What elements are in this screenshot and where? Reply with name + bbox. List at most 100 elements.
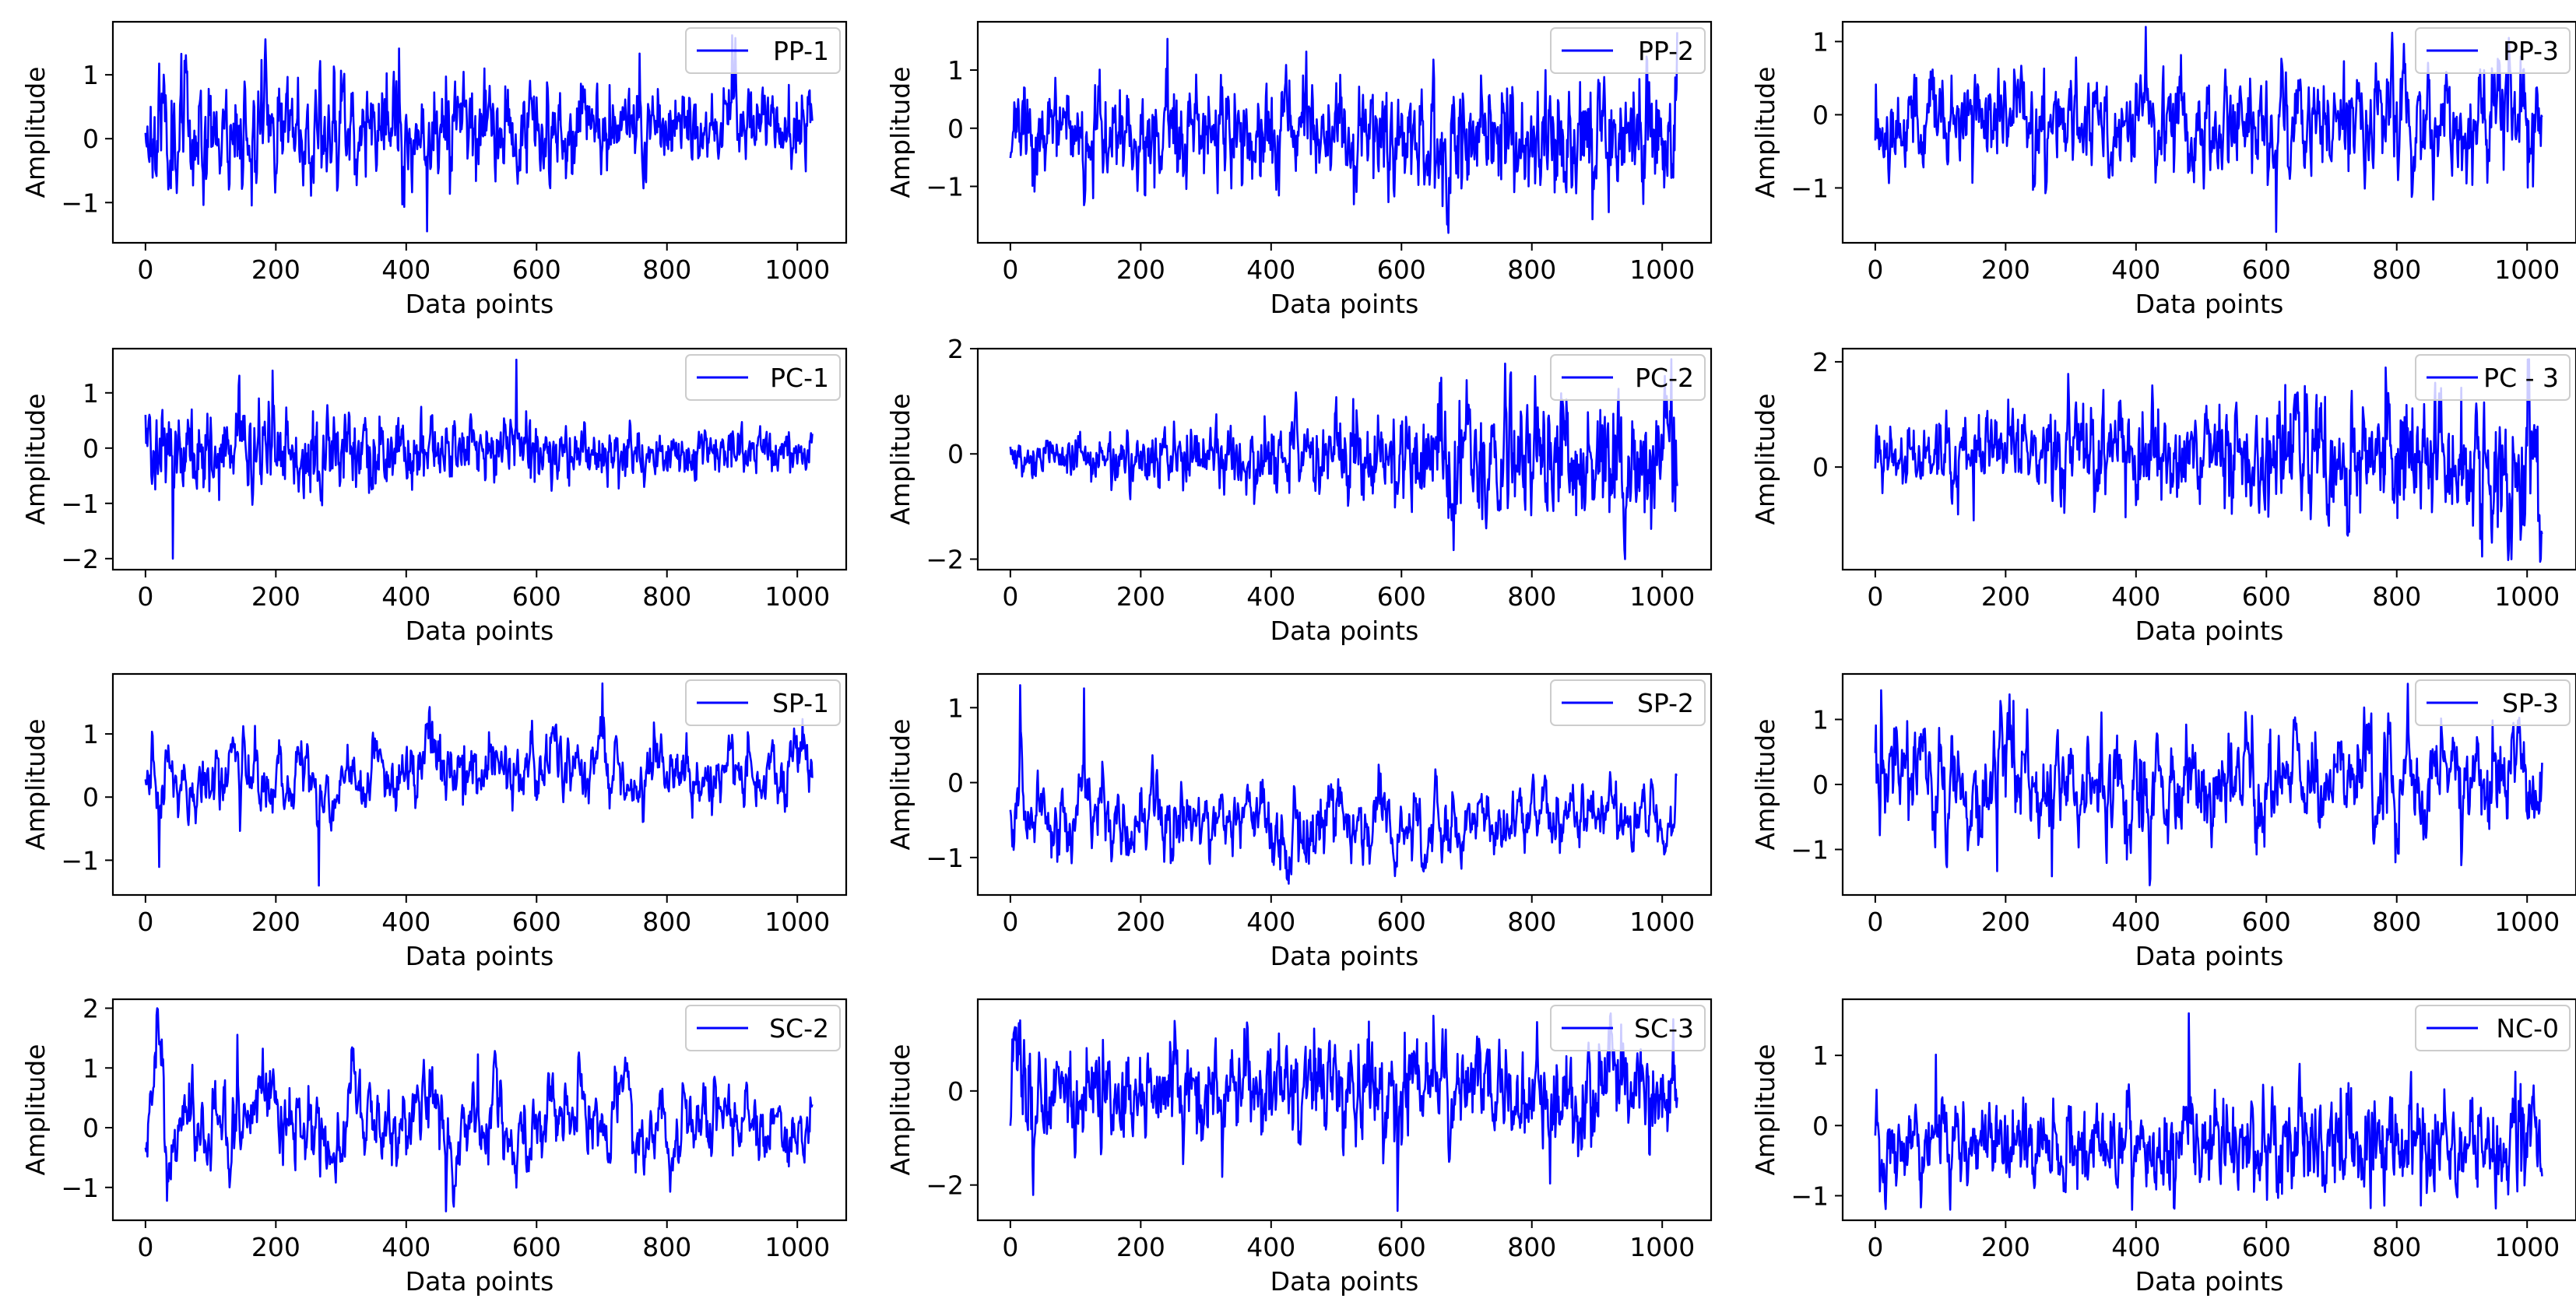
y-axis-label: Amplitude [1750, 1044, 1780, 1175]
x-axis-label: Data points [1270, 1266, 1419, 1297]
x-tick-label: 800 [2372, 581, 2421, 612]
x-tick-label: 800 [1507, 581, 1556, 612]
legend-box [685, 27, 841, 74]
legend-box [685, 1005, 841, 1051]
legend-box [685, 354, 841, 401]
subplot-1: 0 200 400 600 800 1000 −1 0 1 Data points Amplitud… [20, 20, 848, 319]
x-tick-label: 600 [2242, 581, 2291, 612]
x-tick-label: 600 [2242, 254, 2291, 285]
y-axis-label: Amplitude [885, 66, 915, 198]
series-line-pc-3 [1874, 358, 2543, 563]
axes-frame [1841, 347, 2576, 571]
y-axis-label: Amplitude [20, 1044, 51, 1175]
axes-frame [976, 998, 1713, 1222]
legend-box [685, 679, 841, 726]
subplot-2: 0 200 400 600 800 1000 −1 0 1 Data points Amplitud… [885, 20, 1713, 319]
y-tick-label: 1 [1812, 26, 1829, 57]
y-tick-label: −1 [1791, 1181, 1829, 1211]
y-tick-label: −1 [926, 843, 964, 873]
x-tick-label: 200 [251, 581, 300, 612]
y-tick-label: −1 [1791, 173, 1829, 203]
x-tick-label: 600 [1377, 907, 1426, 937]
legend-label: PP-3 [2503, 36, 2559, 66]
y-tick-label: 0 [1812, 100, 1829, 130]
x-tick-label: 200 [1981, 254, 2030, 285]
axes-frame [1841, 998, 2576, 1222]
x-axis-label: Data points [1270, 616, 1419, 646]
axes-frame [976, 672, 1713, 897]
x-axis-label: Data points [1270, 289, 1419, 319]
x-axis-label: Data points [406, 941, 554, 971]
y-tick-label: −2 [926, 1170, 964, 1201]
y-axis-label: Amplitude [20, 66, 51, 198]
y-tick-label: −1 [61, 188, 99, 218]
x-axis-label: Data points [1270, 941, 1419, 971]
x-tick-label: 0 [1002, 1232, 1018, 1262]
subplot-7: 0 200 400 600 800 1000 −1 0 1 Data points Amplitud… [20, 672, 848, 971]
x-tick-label: 800 [1507, 907, 1556, 937]
y-tick-label: 0 [1812, 452, 1829, 483]
series-line-pp-1 [144, 33, 814, 233]
y-tick-label: 2 [1812, 347, 1829, 377]
x-tick-label: 200 [1116, 581, 1165, 612]
x-tick-label: 600 [512, 907, 561, 937]
x-tick-label: 800 [1507, 254, 1556, 285]
legend-box [1550, 354, 1706, 401]
x-tick-label: 200 [1981, 1232, 2030, 1262]
y-tick-label: 0 [947, 114, 964, 144]
y-tick-label: −1 [926, 172, 964, 202]
x-tick-label: 400 [1246, 254, 1295, 285]
x-tick-label: 400 [2111, 907, 2160, 937]
x-tick-label: 400 [381, 907, 431, 937]
legend-label: PP-1 [773, 36, 829, 66]
x-axis-label: Data points [406, 289, 554, 319]
x-tick-label: 400 [381, 581, 431, 612]
x-tick-label: 600 [2242, 1232, 2291, 1262]
legend-label: PC-1 [770, 363, 829, 393]
axes-frame [976, 20, 1713, 244]
legend-box [1550, 27, 1706, 74]
x-tick-label: 200 [1981, 907, 2030, 937]
legend-label: SP-1 [772, 688, 829, 718]
x-tick-label: 1000 [764, 1232, 830, 1262]
y-tick-label: 1 [1812, 1041, 1829, 1071]
y-tick-label: −1 [1791, 835, 1829, 865]
axes-frame [976, 347, 1713, 571]
axes-frame [111, 347, 848, 571]
x-tick-label: 1000 [1629, 907, 1695, 937]
x-tick-label: 1000 [764, 254, 830, 285]
subplot-12: 0 200 400 600 800 1000 −1 0 1 Data points Amplitud… [1750, 998, 2576, 1297]
x-tick-label: 400 [2111, 254, 2160, 285]
y-tick-label: 0 [947, 1076, 964, 1107]
axes-frame [111, 672, 848, 897]
x-tick-label: 1000 [2494, 254, 2560, 285]
subplot-11: 0 200 400 600 800 1000 −2 0 Data points Amplitude… [885, 998, 1713, 1297]
y-tick-label: 1 [83, 719, 99, 749]
x-tick-label: 400 [2111, 581, 2160, 612]
legend-box [2415, 679, 2571, 726]
x-axis-label: Data points [406, 616, 554, 646]
y-axis-label: Amplitude [1750, 66, 1780, 198]
x-tick-label: 0 [137, 1232, 153, 1262]
x-tick-label: 800 [642, 581, 691, 612]
y-axis-label: Amplitude [885, 718, 915, 850]
y-tick-label: 0 [1812, 770, 1829, 800]
x-tick-label: 1000 [764, 907, 830, 937]
series-line-pp-2 [1009, 32, 1678, 234]
x-tick-label: 1000 [2494, 1232, 2560, 1262]
x-tick-label: 1000 [1629, 254, 1695, 285]
x-tick-label: 200 [1116, 254, 1165, 285]
x-axis-label: Data points [2135, 941, 2284, 971]
series-line-sc-3 [1009, 1012, 1678, 1212]
subplot-9: 0 200 400 600 800 1000 −1 0 1 Data points Amplitud… [1750, 672, 2576, 971]
x-tick-label: 200 [251, 254, 300, 285]
legend-label: SC-3 [1634, 1013, 1694, 1044]
x-tick-label: 200 [1116, 1232, 1165, 1262]
axes-frame [1841, 20, 2576, 244]
series-line-pp-3 [1874, 26, 2543, 233]
y-tick-label: −1 [61, 489, 99, 519]
x-tick-label: 600 [1377, 581, 1426, 612]
legend-label: PC-2 [1635, 363, 1694, 393]
y-tick-label: 2 [83, 994, 99, 1024]
